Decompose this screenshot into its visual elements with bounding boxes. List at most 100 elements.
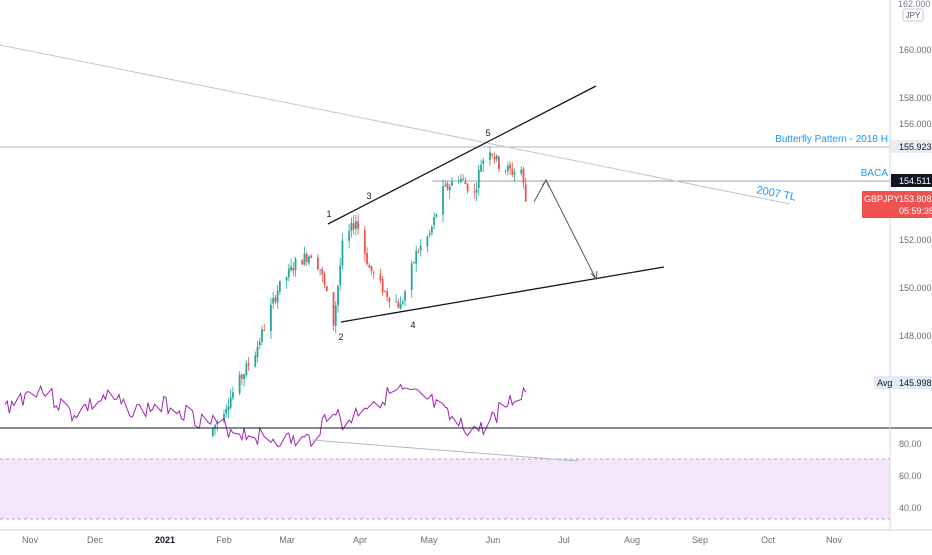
candle-body[interactable]	[399, 303, 402, 310]
candle-body[interactable]	[372, 272, 375, 274]
currency-badge[interactable]	[902, 8, 924, 22]
candle-body[interactable]	[334, 305, 337, 326]
candle-body[interactable]	[290, 266, 292, 270]
candle-body[interactable]	[482, 160, 485, 165]
candle-body[interactable]	[263, 330, 266, 331]
trendline-2007-label[interactable]: 2007 TL	[755, 184, 797, 203]
candle-body[interactable]	[477, 169, 480, 188]
candle-body[interactable]	[466, 183, 469, 192]
candle-body[interactable]	[366, 252, 368, 265]
last-price-tag[interactable]	[862, 191, 932, 218]
candle-body[interactable]	[410, 263, 413, 291]
candle-body[interactable]	[240, 374, 243, 379]
candle-body[interactable]	[368, 265, 371, 268]
candle-body[interactable]	[495, 155, 498, 160]
candle-body[interactable]	[442, 186, 444, 215]
candle-body[interactable]	[348, 230, 351, 241]
candle-body[interactable]	[357, 221, 359, 229]
candle-body[interactable]	[511, 168, 514, 175]
candle-body[interactable]	[388, 297, 391, 302]
candle-body[interactable]	[428, 233, 431, 235]
candle-body[interactable]	[386, 291, 389, 298]
candle-body[interactable]	[232, 392, 234, 398]
candle-body[interactable]	[433, 217, 435, 226]
projection-path[interactable]	[533, 178, 597, 280]
candle-body[interactable]	[294, 258, 297, 271]
avg-price-tag[interactable]	[874, 376, 932, 389]
candle-body[interactable]	[381, 279, 384, 293]
candle-body[interactable]	[223, 413, 225, 422]
candle-body[interactable]	[254, 355, 257, 367]
candle-body[interactable]	[493, 156, 496, 160]
candle-body[interactable]	[285, 277, 288, 281]
candle-body[interactable]	[430, 226, 433, 233]
rsi-divergence-line[interactable]	[311, 439, 579, 462]
candle-body[interactable]	[301, 259, 304, 265]
candle-body[interactable]	[451, 181, 453, 186]
candle-body[interactable]	[352, 223, 355, 230]
candle-body[interactable]	[448, 186, 451, 191]
candle-body[interactable]	[462, 178, 465, 180]
candle-body[interactable]	[513, 172, 516, 175]
candle-body[interactable]	[491, 154, 494, 156]
candle-body[interactable]	[354, 221, 357, 229]
candle-body[interactable]	[363, 230, 366, 254]
rsi-line[interactable]	[4, 383, 527, 448]
candle-body[interactable]	[337, 285, 339, 306]
candle-body[interactable]	[321, 269, 324, 275]
candle-body[interactable]	[435, 214, 438, 217]
candle-body[interactable]	[397, 301, 400, 308]
candle-body[interactable]	[401, 301, 404, 304]
candle-body[interactable]	[341, 240, 344, 266]
candle-body[interactable]	[292, 267, 295, 271]
candle-body[interactable]	[504, 170, 507, 172]
candle-body[interactable]	[480, 164, 482, 172]
candle-body[interactable]	[498, 156, 500, 170]
candle-body[interactable]	[509, 164, 511, 169]
candle-body[interactable]	[395, 301, 397, 303]
candle-body[interactable]	[247, 363, 250, 366]
candle-body[interactable]	[506, 165, 509, 172]
candle-body[interactable]	[225, 408, 228, 414]
candle-body[interactable]	[310, 255, 313, 258]
candle-body[interactable]	[473, 191, 476, 193]
wedge-upper-line[interactable]	[327, 85, 597, 225]
candle-body[interactable]	[489, 152, 491, 161]
candle-body[interactable]	[475, 189, 478, 193]
candle-body[interactable]	[258, 341, 261, 346]
candle-body[interactable]	[316, 257, 319, 270]
candle-body[interactable]	[520, 169, 523, 174]
candle-body[interactable]	[243, 374, 246, 380]
candle-body[interactable]	[325, 286, 328, 292]
price-scale[interactable]: 162.000 JPY 160.000 158.000 156.000 152.…	[898, 0, 932, 341]
candlestick-series[interactable]	[211, 146, 527, 439]
butterfly-price-tag[interactable]	[891, 140, 932, 153]
candle-body[interactable]	[323, 273, 326, 285]
candle-body[interactable]	[274, 297, 277, 302]
candle-body[interactable]	[417, 251, 420, 253]
candle-body[interactable]	[256, 346, 259, 357]
candle-body[interactable]	[287, 268, 290, 278]
candle-body[interactable]	[214, 424, 216, 429]
candle-body[interactable]	[426, 236, 429, 247]
candle-body[interactable]	[444, 184, 447, 187]
candle-body[interactable]	[404, 291, 406, 301]
candle-body[interactable]	[379, 273, 382, 281]
candle-body[interactable]	[308, 256, 310, 264]
butterfly-pattern-label[interactable]: Butterfly Pattern - 2018 H	[775, 134, 888, 145]
candle-body[interactable]	[419, 245, 422, 251]
candle-body[interactable]	[245, 363, 248, 376]
baca-label[interactable]: BACA	[861, 168, 889, 179]
candle-body[interactable]	[303, 253, 306, 265]
candle-body[interactable]	[227, 406, 230, 411]
candle-body[interactable]	[457, 180, 460, 182]
candle-body[interactable]	[524, 184, 527, 202]
candle-body[interactable]	[229, 397, 232, 408]
baca-price-tag[interactable]	[891, 174, 932, 187]
candle-body[interactable]	[339, 265, 342, 286]
candle-body[interactable]	[261, 329, 263, 342]
candle-body[interactable]	[319, 269, 322, 270]
wedge-lower-line[interactable]	[340, 266, 665, 323]
